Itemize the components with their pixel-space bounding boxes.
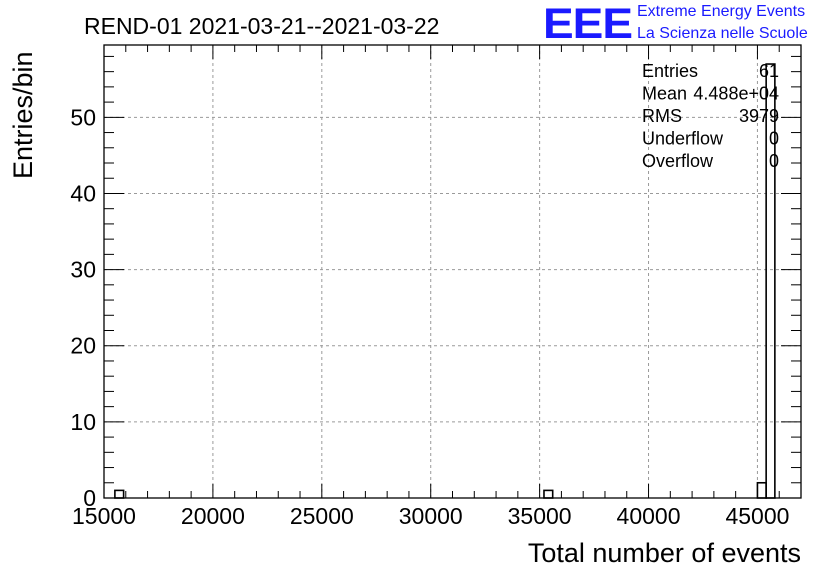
y-tick-label: 50 bbox=[70, 104, 96, 130]
histogram-bar bbox=[543, 489, 554, 499]
logo-line-1: Extreme Energy Events bbox=[637, 3, 806, 20]
y-tick-label: 0 bbox=[83, 485, 96, 511]
stats-value: 0 bbox=[769, 129, 779, 149]
x-tick-label: 40000 bbox=[617, 503, 681, 529]
stats-label: Entries bbox=[642, 61, 698, 81]
stats-value: 0 bbox=[769, 151, 779, 171]
y-tick-label: 10 bbox=[70, 409, 96, 435]
eee-logo-icon: EEE bbox=[543, 0, 633, 48]
stats-label: Overflow bbox=[642, 151, 714, 171]
x-axis-label: Total number of events bbox=[528, 538, 801, 568]
x-tick-label: 45000 bbox=[725, 503, 789, 529]
y-axis-label: Entries/bin bbox=[8, 51, 38, 179]
plot-frame bbox=[103, 44, 802, 499]
histogram-bar bbox=[114, 489, 125, 499]
x-tick-label: 20000 bbox=[181, 503, 245, 529]
logo-line-2: La Scienza nelle Scuole bbox=[637, 25, 808, 42]
x-tick-label: 25000 bbox=[290, 503, 354, 529]
x-axis-ticks: 15000 20000 25000 30000 35000 40000 45000 bbox=[72, 45, 802, 529]
stats-value: 3979 bbox=[739, 106, 779, 126]
x-tick-label: 15000 bbox=[72, 503, 136, 529]
grid-lines bbox=[103, 45, 801, 498]
y-tick-label: 20 bbox=[70, 333, 96, 359]
y-tick-label: 30 bbox=[70, 257, 96, 283]
stats-label: Mean bbox=[642, 84, 687, 104]
stats-label: Underflow bbox=[642, 129, 724, 149]
histogram-bar bbox=[756, 481, 767, 499]
chart-title: REND-01 2021-03-21--2021-03-22 bbox=[84, 13, 439, 39]
stats-value: 61 bbox=[759, 61, 779, 81]
stats-value: 4.488e+04 bbox=[693, 84, 779, 104]
y-tick-label: 40 bbox=[70, 180, 96, 206]
y-axis-ticks: 0 10 20 30 40 50 bbox=[70, 55, 801, 511]
x-tick-label: 30000 bbox=[399, 503, 463, 529]
x-tick-label: 35000 bbox=[508, 503, 572, 529]
stats-box: Entries 61 Mean 4.488e+04 RMS 3979 Underflow 0 O… bbox=[642, 61, 779, 171]
stats-label: RMS bbox=[642, 106, 682, 126]
